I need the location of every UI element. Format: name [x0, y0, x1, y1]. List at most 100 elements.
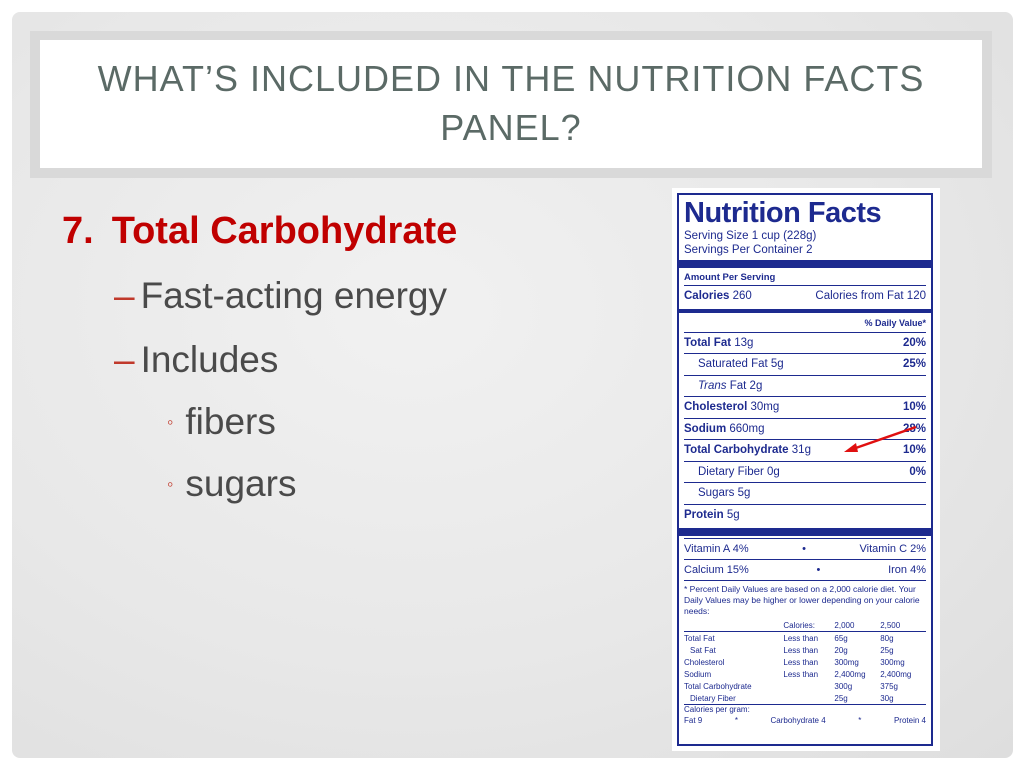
- calories: Calories 260: [684, 290, 752, 302]
- table-cell: 300mg: [880, 657, 905, 667]
- bullet-dot: •: [816, 564, 821, 576]
- nutrient-dv: 25%: [902, 358, 926, 371]
- bullet-dot: •: [802, 543, 807, 555]
- nutrient-row: Cholesterol 30mg 10%: [684, 396, 926, 418]
- table-row: Sodium Less than 2,400mg 2,400mg: [684, 668, 926, 680]
- table-cell: Less than: [783, 669, 819, 679]
- table-cell: [783, 680, 834, 692]
- sub-bullet-text: Fast-acting energy: [140, 275, 448, 316]
- table-cell: 2,500: [880, 619, 926, 632]
- nutrient-amount: 31g: [791, 444, 811, 457]
- table-cell: Sodium: [684, 669, 712, 679]
- table-cell: Less than: [783, 657, 819, 667]
- nutrient-row: Dietary Fiber 0g 0%: [684, 460, 926, 483]
- nutrient-amount: 13g: [734, 336, 754, 349]
- serving-size: Serving Size 1 cup (228g): [684, 230, 817, 242]
- cpg-item: Fat 9: [684, 716, 703, 725]
- circle-marker: ◦: [167, 473, 174, 494]
- sub-sub-bullet-text: fibers: [185, 401, 276, 442]
- nutrient-dv: 10%: [902, 444, 926, 457]
- nutrient-amount: 5g: [737, 487, 751, 500]
- title-frame: WHAT’S INCLUDED IN THE NUTRITION FACTS P…: [30, 31, 992, 178]
- table-row: Total Carbohydrate 300g 375g: [684, 680, 926, 692]
- table-cell: 2,400mg: [834, 669, 866, 679]
- cpg-item: *: [858, 716, 862, 725]
- table-row: Total Fat Less than 65g 80g: [684, 632, 926, 645]
- table-cell: Dietary Fiber: [690, 693, 736, 703]
- daily-value-header: % Daily Value*: [864, 317, 926, 328]
- calories-per-gram-row: Fat 9 * Carbohydrate 4 * Protein 4: [684, 716, 926, 727]
- nutrient-amount: 5g: [770, 358, 784, 371]
- table-cell: 25g: [834, 693, 848, 703]
- table-header-row: Calories: 2,000 2,500: [684, 619, 926, 632]
- table-cell: Total Fat: [684, 633, 715, 643]
- nutrient-dv: 20%: [902, 336, 926, 349]
- table-cell: 65g: [834, 633, 848, 643]
- table-cell: [783, 692, 834, 704]
- nutrient-name: Sugars: [698, 487, 735, 500]
- circle-marker: ◦: [167, 411, 174, 432]
- table-cell: 2,000: [834, 619, 881, 632]
- nutrient-name: Trans: [698, 379, 727, 392]
- nutrient-name: Protein: [684, 508, 724, 521]
- nutrient-name: Saturated Fat: [698, 358, 768, 371]
- calories-value: 260: [732, 290, 752, 303]
- nutrient-row: Trans Fat 2g: [684, 374, 926, 397]
- table-cell: Less than: [783, 633, 819, 643]
- table-cell: Cholesterol: [684, 657, 725, 667]
- bullet-heading: Total Carbohydrate: [111, 210, 458, 252]
- nutrient-amount: 30mg: [750, 401, 780, 414]
- table-cell: 25g: [880, 645, 894, 655]
- nutrient-row: Sodium 660mg 28%: [684, 417, 926, 440]
- title-panel: WHAT’S INCLUDED IN THE NUTRITION FACTS P…: [40, 40, 982, 168]
- sub-bullet: – Fast-acting energy: [114, 275, 642, 317]
- dash-marker: –: [114, 339, 135, 380]
- table-row: Cholesterol Less than 300mg 300mg: [684, 656, 926, 668]
- vitamin-right: Vitamin C 2%: [859, 543, 926, 555]
- nutrition-label-image: Nutrition Facts Serving Size 1 cup (228g…: [672, 188, 940, 751]
- nutrient-amount: 5g: [726, 508, 740, 521]
- vitamin-left: Vitamin A 4%: [684, 543, 749, 555]
- amount-per-serving: Amount Per Serving: [684, 272, 776, 283]
- divider-medium: [679, 308, 931, 313]
- main-bullet: 7. Total Carbohydrate: [62, 210, 642, 253]
- vitamin-right: Iron 4%: [888, 564, 926, 576]
- cpg-item: *: [734, 716, 738, 725]
- nutrient-amount: 0g: [767, 465, 780, 478]
- cpg-item: Carbohydrate 4: [770, 716, 826, 725]
- nutrient-row: Saturated Fat 5g 25%: [684, 353, 926, 375]
- nutrient-dv: 10%: [902, 401, 926, 414]
- table-cell: 80g: [880, 633, 894, 643]
- table-cell: 375g: [880, 681, 898, 691]
- table-cell: 300g: [834, 681, 853, 691]
- table-cell: Calories:: [783, 619, 835, 632]
- calories-row: Calories 260 Calories from Fat 120: [684, 285, 926, 307]
- vitamin-row: Calcium 15% • Iron 4%: [684, 559, 926, 580]
- dash-marker: –: [114, 275, 135, 316]
- slide-title: WHAT’S INCLUDED IN THE NUTRITION FACTS P…: [97, 58, 925, 148]
- daily-values-table: Calories: 2,000 2,500 Total Fat Less tha…: [684, 619, 926, 704]
- nutrient-name: Sodium: [684, 422, 727, 435]
- sub-bullet: – Includes: [114, 339, 642, 381]
- sub-sub-bullet-text: sugars: [185, 463, 297, 504]
- nutrient-name: Dietary Fiber: [698, 465, 764, 478]
- footnote: * Percent Daily Values are based on a 2,…: [684, 580, 926, 619]
- nutrient-name: Cholesterol: [684, 401, 748, 414]
- sub-sub-bullet: ◦ sugars: [167, 463, 642, 505]
- calories-from-fat: Calories from Fat 120: [815, 290, 926, 303]
- calories-per-gram-label: Calories per gram:: [684, 704, 926, 716]
- table-cell: 20g: [834, 645, 848, 655]
- label-title: Nutrition Facts: [684, 197, 882, 229]
- divider-thick: [679, 260, 931, 268]
- table-row: Dietary Fiber 25g 30g: [684, 692, 926, 704]
- nutrient-dv: 0%: [909, 465, 926, 478]
- bullet-number: 7.: [62, 210, 94, 252]
- cpg-item: Protein 4: [893, 716, 926, 725]
- nutrient-name: Total Carbohydrate: [684, 444, 789, 457]
- bullet-list: 7. Total Carbohydrate – Fast-acting ener…: [62, 210, 642, 505]
- table-cell: Sat Fat: [690, 645, 716, 655]
- nutrient-amount: 660mg: [729, 422, 765, 435]
- nutrient-row-total-carbohydrate: Total Carbohydrate 31g 10%: [684, 439, 926, 461]
- table-cell: Total Carbohydrate: [684, 681, 752, 691]
- vitamin-left: Calcium 15%: [684, 564, 749, 576]
